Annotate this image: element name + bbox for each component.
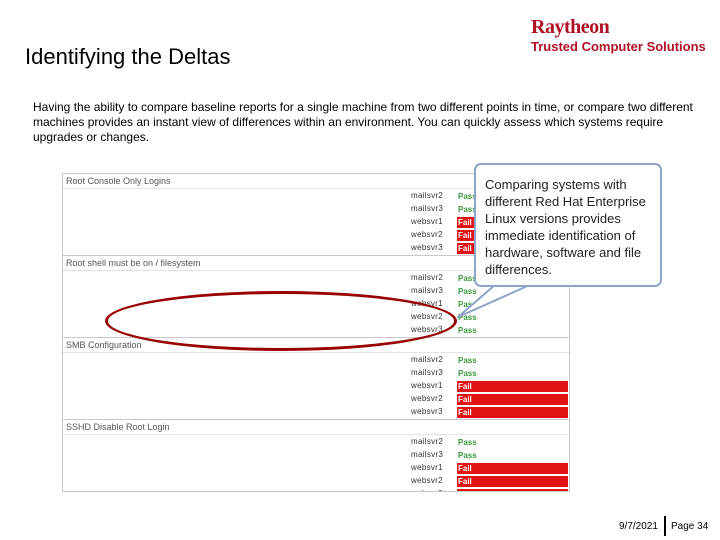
host-name: websvr3 (411, 489, 443, 491)
host-name: mailsvr2 (411, 355, 444, 364)
pass-status: Pass (458, 300, 477, 309)
host-name: websvr1 (411, 217, 443, 226)
report-row: mailsvr2 Pass (63, 436, 569, 449)
report-section: SSHD Disable Root Login mailsvr2 Pass mails… (63, 420, 569, 491)
report-row: mailsvr2 Pass (63, 272, 569, 285)
fail-status: Fail (457, 394, 568, 405)
pass-status: Pass (458, 451, 477, 460)
host-name: websvr1 (411, 463, 443, 472)
page-number: Page 34 (671, 521, 709, 532)
host-name: mailsvr3 (411, 204, 444, 213)
report-row: mailsvr2 Pass (63, 190, 569, 203)
pass-status: Pass (458, 205, 477, 214)
report-row: websvr3 Fail (63, 488, 569, 491)
fail-status: Fail (457, 476, 568, 487)
report-row: mailsvr3 Pass (63, 203, 569, 216)
report-section: SMB Configuration mailsvr2 Pass mailsvr3 Pas… (63, 338, 569, 420)
fail-status: Fail (457, 407, 568, 418)
report-row: websvr1 Fail (63, 380, 569, 393)
host-name: websvr1 (411, 381, 443, 390)
report-row: websvr2 Fail (63, 393, 569, 406)
host-name: websvr3 (411, 243, 443, 252)
host-name: mailsvr3 (411, 286, 444, 295)
section-title: SMB Configuration (63, 338, 569, 353)
report-row: websvr3 Fail (63, 406, 569, 419)
pass-status: Pass (458, 326, 477, 335)
slide-title: Identifying the Deltas (25, 44, 231, 69)
pass-status: Pass (458, 356, 477, 365)
host-name: mailsvr3 (411, 368, 444, 377)
host-name: mailsvr3 (411, 450, 444, 459)
pass-status: Pass (458, 287, 477, 296)
highlight-ellipse (105, 291, 457, 351)
report-row: websvr1 Fail (63, 462, 569, 475)
pass-status: Pass (458, 274, 477, 283)
host-name: websvr2 (411, 476, 443, 485)
host-name: websvr2 (411, 230, 443, 239)
pass-status: Pass (458, 313, 477, 322)
section-title: Root shell must be on / filesystem (63, 256, 569, 271)
report-row: mailsvr3 Pass (63, 449, 569, 462)
host-name: websvr3 (411, 407, 443, 416)
footer-separator (664, 516, 666, 536)
section-title: Root Console Only Logins (63, 174, 569, 189)
raytheon-logo: Raytheon Trusted Computer Solutions (531, 16, 711, 56)
pass-status: Pass (458, 369, 477, 378)
logo-brand: Raytheon (531, 16, 610, 38)
report-row: websvr2 Fail (63, 475, 569, 488)
host-name: websvr2 (411, 394, 443, 403)
fail-status: Fail (457, 489, 568, 491)
logo-subtitle: Trusted Computer Solutions (531, 39, 706, 54)
report-row: mailsvr3 Pass (63, 367, 569, 380)
fail-status: Fail (457, 381, 568, 392)
section-title: SSHD Disable Root Login (63, 420, 569, 435)
footer-date: 9/7/2021 (619, 521, 658, 532)
intro-paragraph: Having the ability to compare baseline r… (33, 100, 693, 144)
host-name: mailsvr2 (411, 437, 444, 446)
pass-status: Pass (458, 192, 477, 201)
fail-status: Fail (457, 463, 568, 474)
host-name: mailsvr2 (411, 273, 444, 282)
pass-status: Pass (458, 438, 477, 447)
host-name: mailsvr2 (411, 191, 444, 200)
callout-bubble: Comparing systems with different Red Hat… (474, 163, 662, 287)
report-row: mailsvr2 Pass (63, 354, 569, 367)
